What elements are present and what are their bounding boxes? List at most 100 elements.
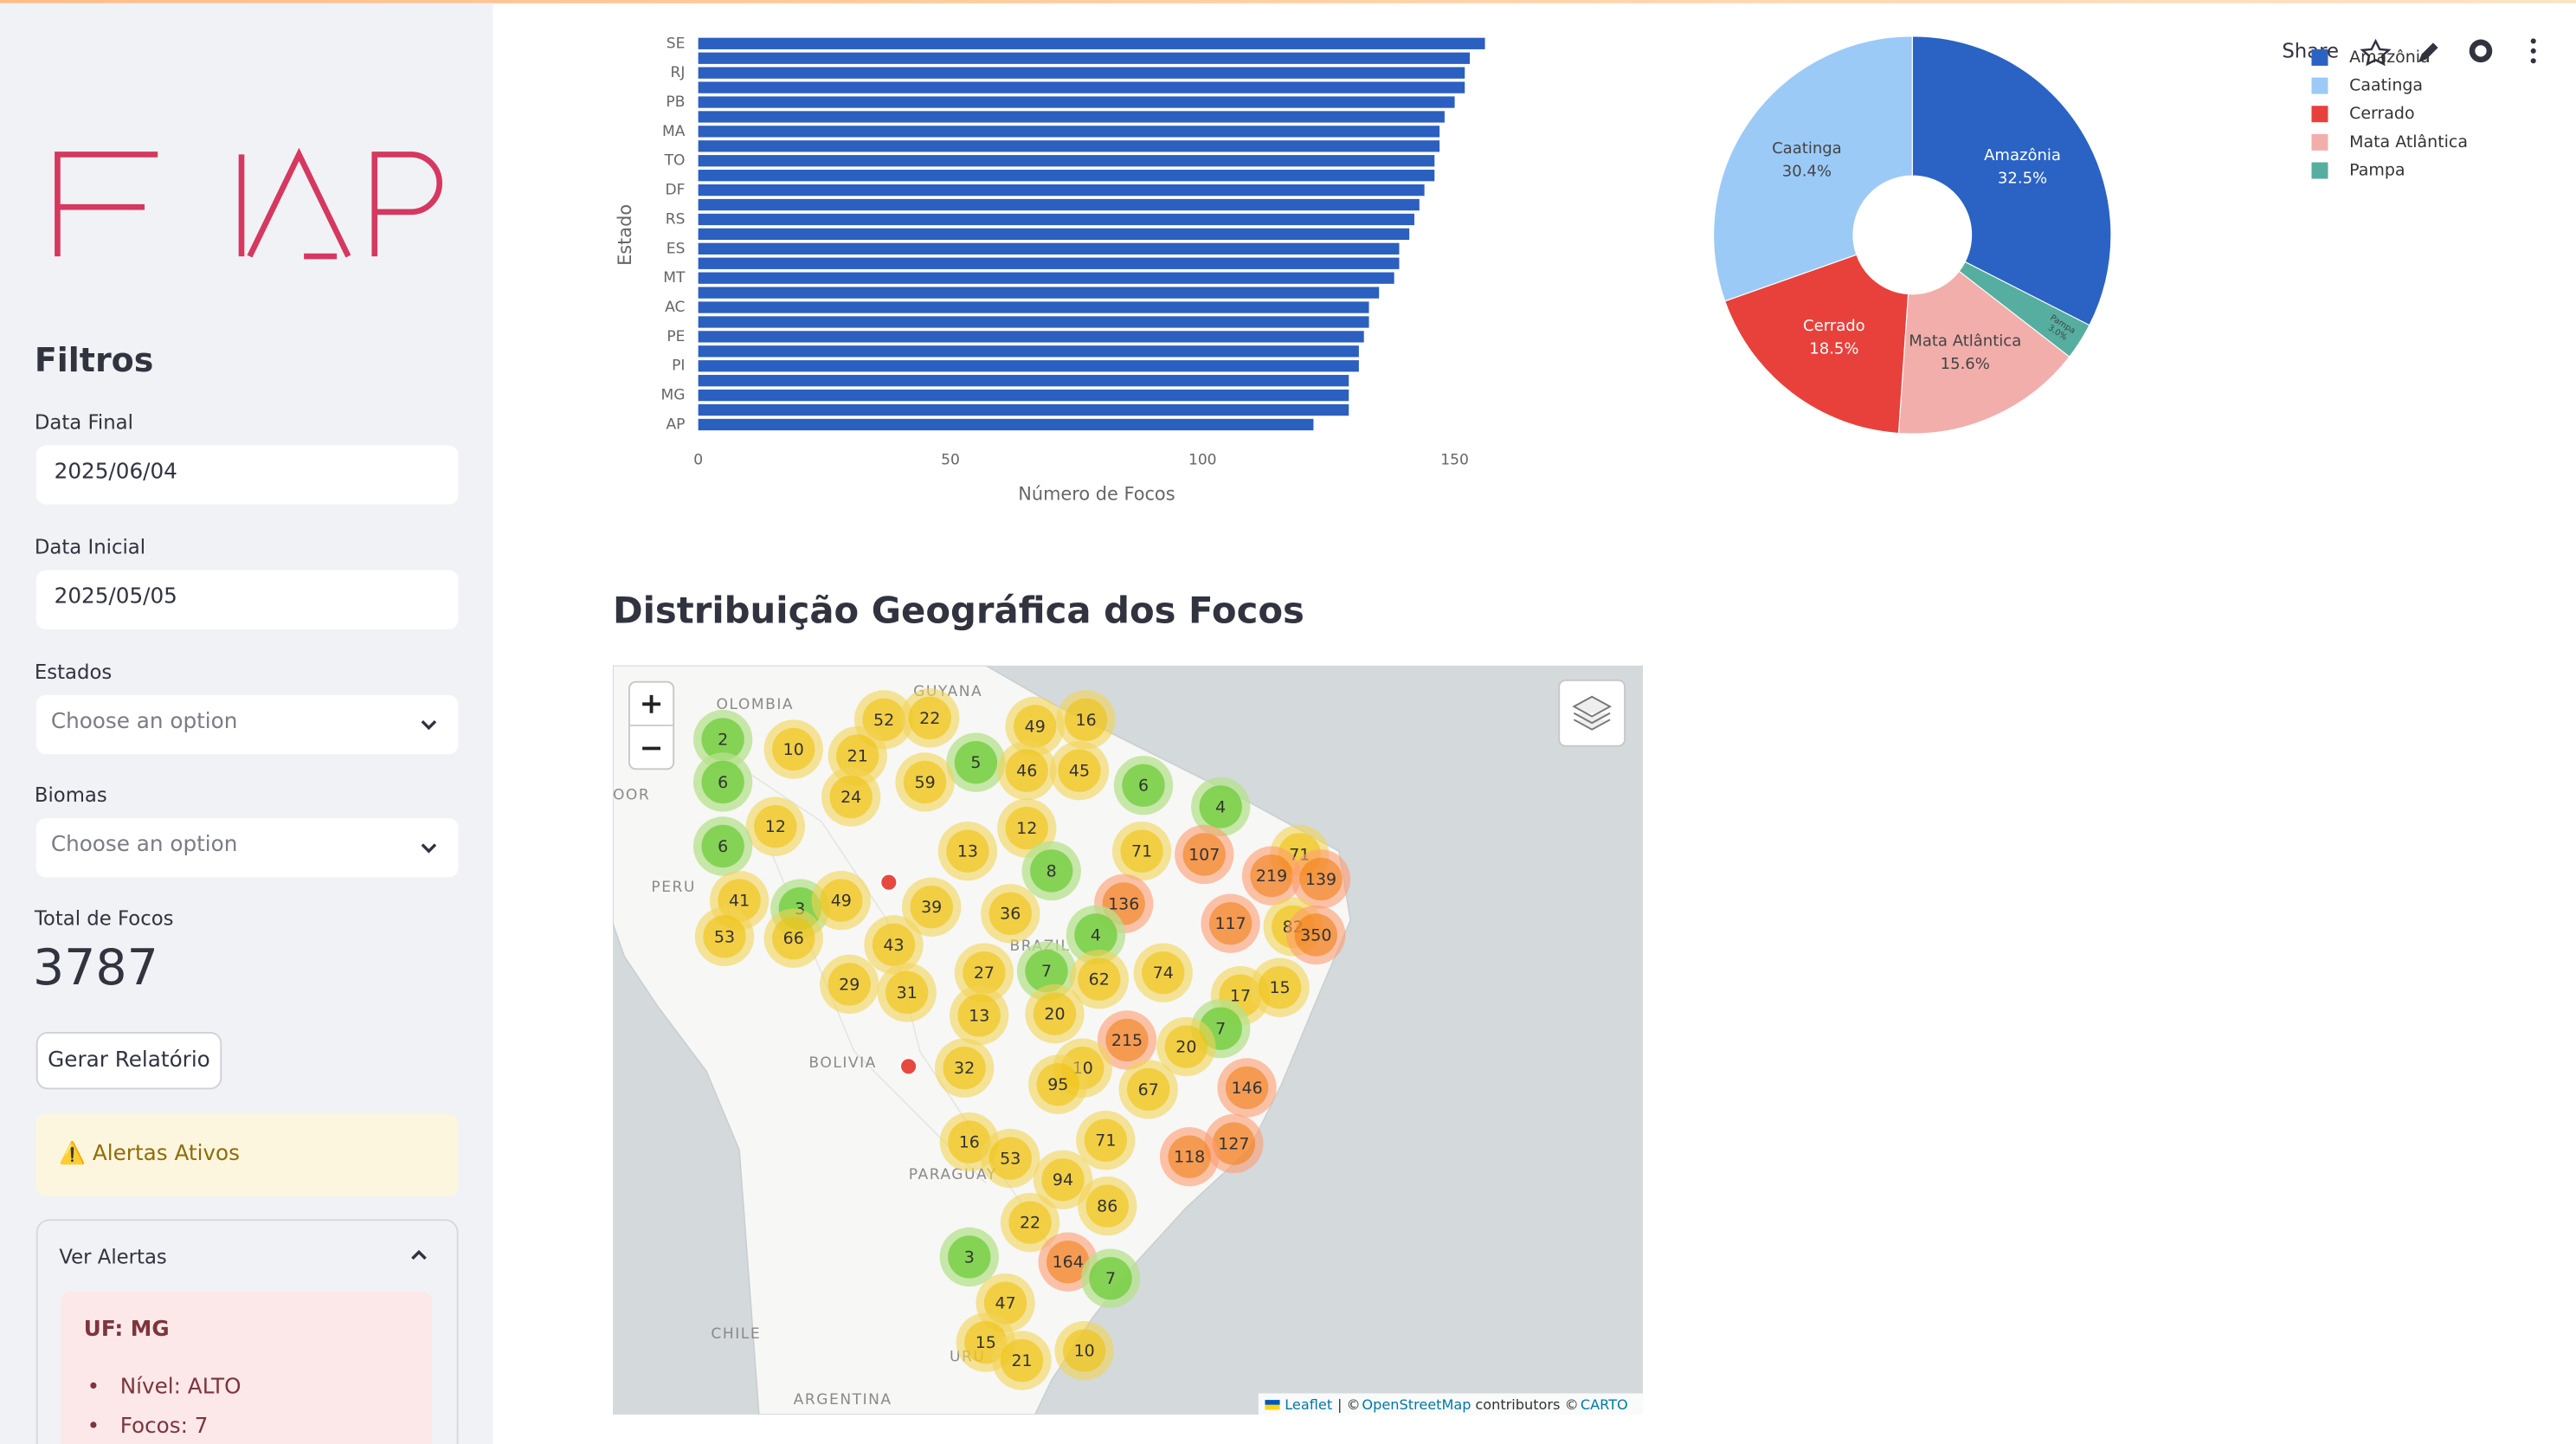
cluster-count: 39 — [921, 898, 942, 917]
cluster-count: 7 — [1105, 1269, 1116, 1288]
cluster[interactable]: 36 — [981, 884, 1040, 944]
cluster[interactable]: 45 — [1049, 740, 1110, 801]
cluster-core — [957, 994, 1001, 1037]
star-icon[interactable] — [2360, 38, 2392, 67]
cluster[interactable]: 46 — [997, 740, 1057, 801]
cluster[interactable]: 24 — [821, 767, 881, 827]
cluster[interactable]: 6 — [1113, 756, 1174, 815]
cluster[interactable]: 29 — [820, 954, 879, 1015]
cluster[interactable]: 8 — [1021, 841, 1081, 901]
cluster[interactable]: 66 — [763, 908, 823, 968]
cluster[interactable]: 62 — [1069, 950, 1129, 1009]
cluster[interactable]: 53 — [694, 906, 755, 967]
cluster-count: 94 — [1053, 1170, 1073, 1189]
field-label: Biomas — [34, 783, 107, 807]
pie-slice — [1723, 254, 1909, 435]
cluster-count: 59 — [915, 773, 936, 792]
expander-header[interactable]: Ver Alertas — [38, 1221, 457, 1290]
cluster[interactable]: 12 — [997, 798, 1057, 858]
y-axis-title: Estado — [615, 204, 635, 266]
share-button[interactable]: Share — [2282, 39, 2340, 63]
bar — [698, 140, 1440, 152]
cluster[interactable]: 146 — [1217, 1058, 1277, 1118]
cluster[interactable]: 4 — [1191, 777, 1251, 837]
cluster[interactable]: 16 — [1056, 690, 1116, 750]
cluster[interactable]: 67 — [1118, 1060, 1178, 1119]
cluster-core — [754, 805, 797, 848]
bar — [698, 301, 1369, 313]
cluster[interactable]: 350 — [1286, 905, 1346, 965]
cluster[interactable]: 4 — [1066, 905, 1126, 965]
cluster[interactable]: 127 — [1204, 1113, 1264, 1174]
zoom-in[interactable] — [642, 694, 660, 713]
cluster[interactable]: 13 — [937, 822, 998, 881]
cluster[interactable]: 94 — [1033, 1150, 1093, 1209]
cluster[interactable]: 71 — [1111, 822, 1172, 881]
cluster[interactable]: 21 — [992, 1331, 1052, 1390]
multiselect[interactable]: Choose an option — [35, 694, 459, 755]
layers-control[interactable] — [1558, 679, 1626, 747]
cluster[interactable]: 219 — [1241, 846, 1302, 906]
attribution-box — [1258, 1393, 1643, 1415]
cluster-core — [1025, 950, 1068, 993]
cluster[interactable]: 7 — [1080, 1248, 1141, 1308]
cluster[interactable]: 20 — [1156, 1016, 1216, 1077]
cluster[interactable]: 10 — [763, 719, 823, 779]
cluster-core — [836, 734, 879, 777]
cluster[interactable]: 2 — [692, 709, 753, 770]
cluster[interactable]: 49 — [811, 870, 871, 931]
cluster[interactable]: 6 — [692, 752, 753, 812]
cluster[interactable]: 117 — [1201, 893, 1260, 953]
cluster[interactable]: 107 — [1175, 824, 1234, 885]
cluster[interactable]: 3 — [939, 1227, 999, 1287]
cluster[interactable]: 86 — [1078, 1176, 1137, 1236]
cluster-count: 74 — [1153, 964, 1174, 983]
date-input[interactable]: 2025/05/05 — [35, 570, 459, 629]
cluster-core — [1258, 966, 1302, 1009]
cluster-count: 21 — [847, 747, 868, 766]
cluster[interactable]: 59 — [895, 752, 955, 812]
cluster[interactable]: 139 — [1291, 849, 1351, 909]
cluster-core — [946, 829, 989, 873]
cluster[interactable]: 15 — [1250, 957, 1310, 1017]
bar — [698, 228, 1410, 241]
cluster[interactable]: 74 — [1133, 943, 1193, 1002]
cluster-core — [1046, 1240, 1090, 1284]
placeholder: Choose an option — [50, 833, 238, 858]
cluster[interactable]: 32 — [934, 1038, 995, 1098]
attribution-link: OpenStreetMap — [1362, 1396, 1471, 1413]
cluster[interactable]: 20 — [1025, 983, 1085, 1044]
edit-icon[interactable] — [2418, 42, 2438, 63]
date-input[interactable]: 2025/06/04 — [35, 445, 459, 505]
cluster[interactable]: 71 — [1076, 1111, 1136, 1170]
report-button[interactable]: Gerar Relatório — [35, 1031, 222, 1090]
legend-label: Caatinga — [2349, 76, 2423, 95]
cluster[interactable]: 21 — [828, 725, 887, 786]
cluster[interactable]: 31 — [877, 963, 937, 1022]
cluster[interactable]: 22 — [1000, 1192, 1060, 1253]
cluster[interactable]: 39 — [902, 877, 962, 937]
cluster[interactable]: 10 — [1054, 1320, 1114, 1381]
cluster[interactable]: 27 — [954, 943, 1014, 1002]
map: OLOMBIAGUYANAOORPERUBRAZILBOLIVIAPARAGUA… — [612, 665, 1643, 1415]
cluster[interactable]: 118 — [1159, 1127, 1220, 1187]
menu-icon[interactable] — [2530, 38, 2536, 64]
multiselect[interactable]: Choose an option — [35, 818, 459, 878]
cluster-count: 215 — [1111, 1031, 1143, 1050]
cluster-count: 6 — [718, 773, 728, 792]
cluster[interactable]: 12 — [745, 796, 806, 856]
cluster[interactable]: 6 — [692, 816, 753, 876]
cluster[interactable]: 49 — [1005, 696, 1065, 757]
cluster-count: 52 — [873, 711, 894, 730]
place-label: CHILE — [711, 1325, 761, 1343]
cluster[interactable]: 53 — [981, 1128, 1040, 1189]
cluster[interactable]: 5 — [946, 732, 1006, 792]
cluster[interactable]: 22 — [900, 688, 960, 748]
cluster[interactable]: 215 — [1097, 1010, 1157, 1070]
cluster[interactable]: 43 — [864, 915, 924, 975]
cluster-core — [910, 886, 953, 929]
cluster[interactable]: 13 — [950, 985, 1009, 1046]
bar — [698, 360, 1359, 372]
cluster[interactable]: 95 — [1028, 1054, 1088, 1114]
bar — [698, 272, 1394, 284]
